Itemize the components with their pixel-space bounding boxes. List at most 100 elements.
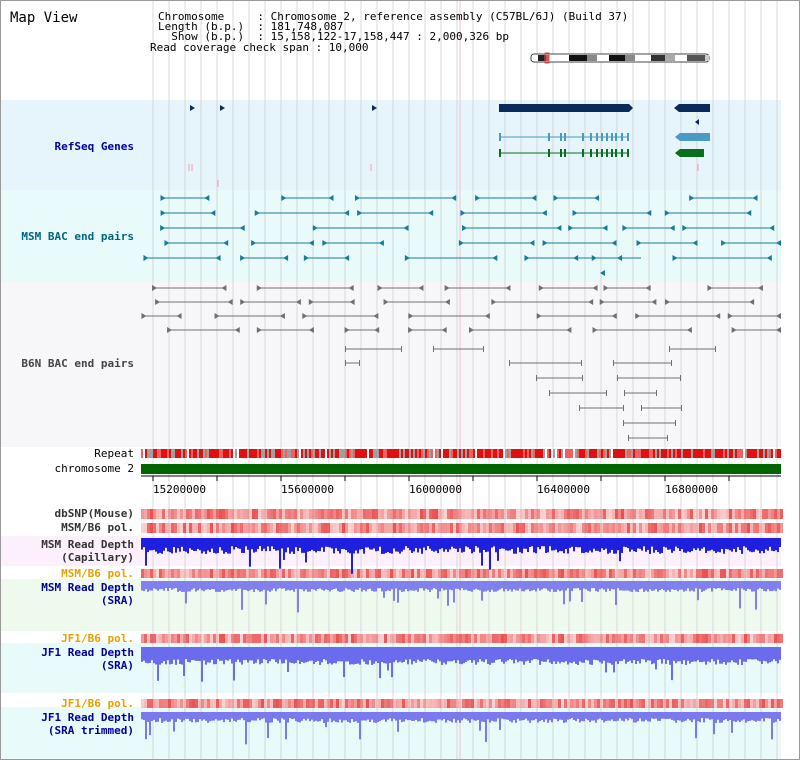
repeat-segment <box>545 449 547 458</box>
depth-bar <box>573 712 575 720</box>
density-segment <box>372 569 375 578</box>
depth-bar <box>277 538 279 551</box>
depth-bar <box>743 538 745 547</box>
track-label-jf1-b6-pol[interactable]: JF1/B6 pol. <box>61 632 134 645</box>
density-segment <box>270 523 273 533</box>
density-segment <box>168 509 171 519</box>
density-segment <box>552 699 555 708</box>
density-segment <box>741 569 744 578</box>
depth-bar <box>697 647 699 661</box>
repeat-segment <box>565 449 567 458</box>
repeat-segment <box>717 449 719 458</box>
depth-bar <box>375 538 377 552</box>
density-segment <box>483 699 486 708</box>
density-segment <box>567 509 570 519</box>
repeat-segment <box>525 449 527 458</box>
depth-bar <box>287 647 289 672</box>
track-label-jf1-depth-sra[interactable]: JF1 Read Depth <box>41 646 134 659</box>
depth-bar <box>615 712 617 722</box>
track-label-dbsnp[interactable]: dbSNP(Mouse) <box>54 507 134 520</box>
density-segment <box>552 523 555 533</box>
exon <box>627 149 629 157</box>
depth-bar <box>145 712 147 740</box>
track-label-msm-depth-capillary[interactable]: MSM Read Depth <box>41 538 134 551</box>
depth-bar <box>537 712 539 723</box>
density-segment <box>411 699 414 708</box>
depth-bar <box>435 712 437 723</box>
ideogram-band <box>597 55 609 61</box>
repeat-segment <box>417 449 419 458</box>
density-segment <box>597 569 600 578</box>
density-segment <box>660 523 663 533</box>
repeat-segment <box>649 449 651 458</box>
bac-end-marker <box>214 313 220 319</box>
track-label-msm-b6-pol-2[interactable]: MSM/B6 pol. <box>61 567 134 580</box>
depth-bar <box>655 712 657 719</box>
bac-end-marker <box>529 240 535 246</box>
density-segment <box>600 634 603 643</box>
density-segment <box>768 569 771 578</box>
density-segment <box>267 699 270 708</box>
depth-bar <box>699 538 701 551</box>
bac-end-marker <box>444 285 450 291</box>
track-label-jf1-b6-pol-2[interactable]: JF1/B6 pol. <box>61 697 134 710</box>
depth-bar <box>247 647 249 663</box>
depth-bar <box>609 538 611 553</box>
repeat-segment <box>531 449 533 458</box>
repeat-segment <box>641 449 643 458</box>
track-label-msm-depth-sra[interactable]: MSM Read Depth <box>41 581 134 594</box>
density-segment <box>270 509 273 519</box>
repeat-segment <box>507 449 509 458</box>
depth-bar <box>243 712 245 721</box>
density-segment <box>189 634 192 643</box>
density-segment <box>342 699 345 708</box>
depth-bar <box>425 647 427 661</box>
depth-bar <box>311 581 313 590</box>
density-segment <box>420 569 423 578</box>
density-segment <box>492 523 495 533</box>
depth-bar <box>697 538 699 549</box>
density-segment <box>675 509 678 519</box>
repeat-segment <box>413 449 415 458</box>
track-label-b6n-bac[interactable]: B6N BAC end pairs <box>21 357 134 370</box>
track-label-jf1-depth-trimmed[interactable]: JF1 Read Depth <box>41 711 134 724</box>
density-segment <box>756 699 759 708</box>
depth-bar <box>545 581 547 589</box>
depth-bar <box>401 647 403 663</box>
depth-bar <box>695 581 697 589</box>
bac-end-marker <box>240 255 246 261</box>
repeat-segment <box>575 449 577 458</box>
track-label-msm-b6-pol[interactable]: MSM/B6 pol. <box>61 521 134 534</box>
density-segment <box>393 634 396 643</box>
depth-bar <box>413 581 415 591</box>
repeat-segment <box>419 449 421 458</box>
track-label-msm-bac[interactable]: MSM BAC end pairs <box>21 230 134 243</box>
depth-bar <box>435 647 437 664</box>
density-segment <box>711 523 714 533</box>
depth-bar <box>275 647 277 663</box>
density-segment <box>609 523 612 533</box>
repeat-segment <box>519 449 521 458</box>
repeat-segment <box>701 449 703 458</box>
density-segment <box>345 634 348 643</box>
repeat-segment <box>145 449 147 458</box>
depth-bar <box>345 712 347 721</box>
depth-bar <box>743 647 745 662</box>
depth-bar <box>749 647 751 660</box>
depth-bar <box>163 647 165 662</box>
bac-end-marker <box>769 225 775 231</box>
depth-bar <box>249 712 251 723</box>
axis-tick-label: 16400000 <box>537 483 590 496</box>
repeat-segment <box>163 449 165 458</box>
density-segment <box>684 509 687 519</box>
depth-bar <box>543 581 545 589</box>
depth-bar <box>287 712 289 723</box>
track-label-refseq-genes[interactable]: RefSeq Genes <box>54 140 134 153</box>
depth-bar <box>611 581 613 590</box>
repeat-segment <box>769 449 771 458</box>
density-segment <box>510 634 513 643</box>
density-segment <box>483 509 486 519</box>
ideogram-band <box>665 55 675 61</box>
density-segment <box>216 699 219 708</box>
